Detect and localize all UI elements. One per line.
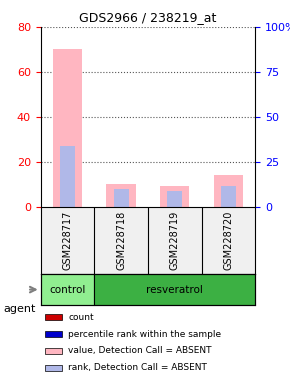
Bar (45, 348, 62, 354)
Bar (160, 187, 189, 207)
Text: GSM228718: GSM228718 (116, 211, 126, 270)
Bar (45, 365, 62, 371)
Bar (114, 189, 128, 207)
Bar (167, 191, 182, 207)
Text: agent: agent (3, 304, 35, 314)
FancyBboxPatch shape (94, 274, 255, 305)
Bar (106, 184, 136, 207)
Bar (221, 187, 236, 207)
Bar (45, 331, 62, 337)
FancyBboxPatch shape (41, 274, 94, 305)
Bar (60, 146, 75, 207)
Bar (214, 175, 243, 207)
Bar (53, 50, 82, 207)
Bar (45, 314, 62, 320)
Text: count: count (68, 313, 94, 322)
Text: percentile rank within the sample: percentile rank within the sample (68, 329, 222, 339)
Text: GSM228717: GSM228717 (62, 211, 72, 270)
Text: resveratrol: resveratrol (146, 285, 203, 295)
Text: value, Detection Call = ABSENT: value, Detection Call = ABSENT (68, 346, 212, 356)
Text: GSM228719: GSM228719 (170, 211, 180, 270)
Title: GDS2966 / 238219_at: GDS2966 / 238219_at (79, 11, 217, 24)
Text: control: control (49, 285, 86, 295)
Text: rank, Detection Call = ABSENT: rank, Detection Call = ABSENT (68, 363, 207, 372)
Text: GSM228720: GSM228720 (223, 211, 233, 270)
